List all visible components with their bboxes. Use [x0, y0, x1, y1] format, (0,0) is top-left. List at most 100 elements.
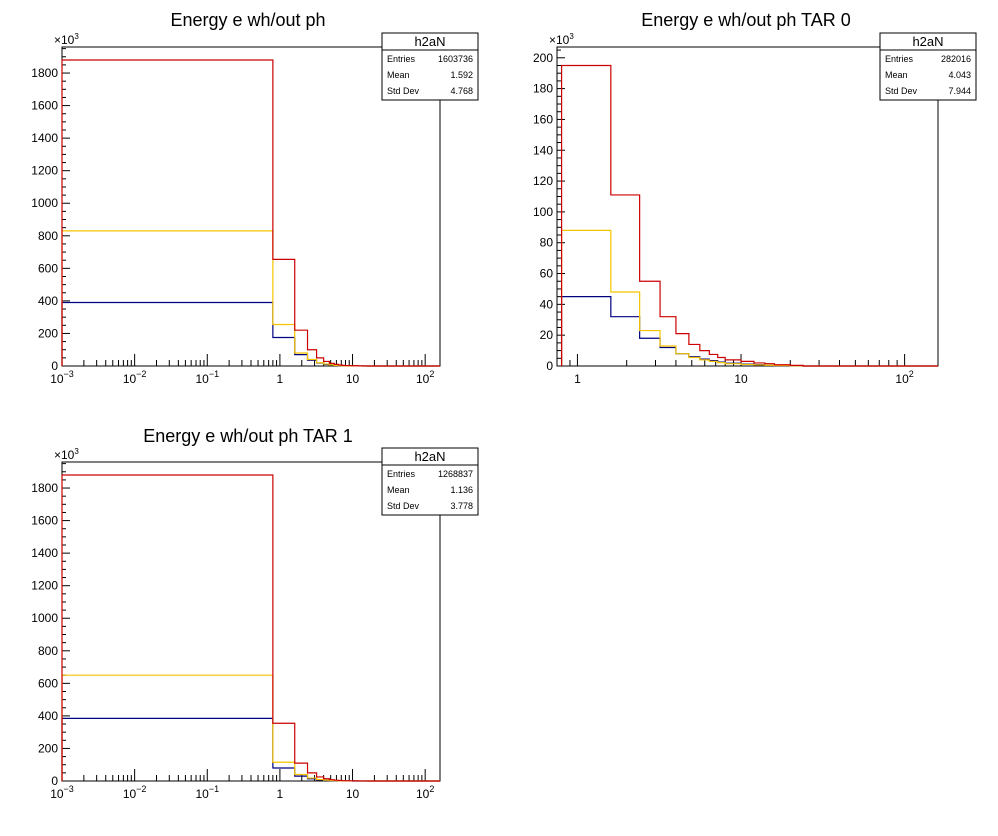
histogram-series-line: [61, 59, 440, 367]
stats-row-value: 7.944: [948, 86, 971, 96]
y-tick-label: 20: [540, 328, 554, 342]
x-tick-exponent: −3: [64, 784, 74, 794]
y-tick-label: 120: [533, 174, 553, 188]
y-tick-label: 80: [540, 236, 554, 250]
plot-frame: [556, 46, 939, 367]
y-tick-label: 0: [546, 359, 553, 373]
x-tick-label: 102: [416, 369, 434, 386]
histogram-series-line: [560, 296, 938, 367]
y-tick-label: 1800: [31, 481, 58, 495]
chart-title: Energy e wh/out ph TAR 1: [143, 426, 352, 446]
y-tick-label: 1800: [31, 66, 58, 80]
stats-row-label: Mean: [885, 70, 908, 80]
stats-row-label: Entries: [885, 54, 914, 64]
y-exponent-label: ×103: [54, 447, 79, 462]
stats-row-label: Mean: [387, 485, 410, 495]
y-exponent-power: 3: [74, 32, 79, 41]
stats-row-value: 4.043: [948, 70, 971, 80]
y-tick-label: 160: [533, 112, 553, 126]
y-exponent-label: ×103: [549, 32, 574, 47]
x-tick-label: 10−1: [195, 784, 219, 801]
stats-row-value: 1268837: [438, 469, 473, 479]
stats-row-value: 3.778: [450, 501, 473, 511]
y-tick-label: 400: [38, 709, 58, 723]
y-tick-label: 1000: [31, 196, 58, 210]
y-tick-label: 200: [38, 741, 58, 755]
x-tick-exponent: −2: [136, 369, 146, 379]
x-tick-label: 10: [734, 372, 748, 386]
y-tick-label: 1000: [31, 611, 58, 625]
stats-row-value: 282016: [941, 54, 971, 64]
x-tick-label: 102: [416, 784, 434, 801]
chart-panel-2: Energy e wh/out ph TAR 0 ×103 0 20 40 60 80 100…: [533, 10, 977, 386]
x-tick-label: 10−2: [123, 784, 147, 801]
x-tick-label: 1: [277, 787, 284, 801]
histogram-series-line: [61, 474, 440, 782]
stats-box: h2aN Entries 282016 Mean 4.043 Std Dev 7.944: [879, 32, 977, 101]
chart-title: Energy e wh/out ph: [170, 10, 325, 30]
histogram-series-line: [560, 64, 938, 367]
x-tick-label: 102: [895, 369, 913, 386]
y-tick-label: 200: [38, 326, 58, 340]
x-tick-label: 10: [346, 787, 360, 801]
chart-title: Energy e wh/out ph TAR 0: [641, 10, 850, 30]
y-tick-label: 140: [533, 143, 553, 157]
x-tick-label: 10−3: [50, 784, 74, 801]
stats-row-value: 1603736: [438, 54, 473, 64]
x-tick-exponent: −2: [136, 784, 146, 794]
y-tick-label: 800: [38, 644, 58, 658]
x-tick-exponent: −1: [209, 369, 219, 379]
y-tick-label: 1200: [31, 164, 58, 178]
stats-row-label: Entries: [387, 54, 416, 64]
stats-box-frame: [879, 32, 977, 101]
y-tick-label: 600: [38, 676, 58, 690]
y-tick-label: 1400: [31, 546, 58, 560]
stats-box-name: h2aN: [414, 449, 445, 464]
y-exponent-power: 3: [569, 32, 574, 41]
x-tick-exponent: 2: [429, 784, 434, 794]
y-tick-label: 0: [51, 774, 58, 788]
stats-box-frame: [381, 32, 479, 101]
y-tick-label: 1600: [31, 99, 58, 113]
stats-box: h2aN Entries 1603736 Mean 1.592 Std Dev 4.768: [381, 32, 479, 101]
y-tick-label: 1400: [31, 131, 58, 145]
y-tick-label: 200: [533, 51, 553, 65]
y-tick-label: 1200: [31, 579, 58, 593]
stats-row-label: Std Dev: [387, 501, 420, 511]
stats-row-label: Mean: [387, 70, 410, 80]
x-tick-label: 10−1: [195, 369, 219, 386]
x-tick-label: 1: [574, 372, 581, 386]
y-tick-label: 400: [38, 294, 58, 308]
y-tick-label: 800: [38, 229, 58, 243]
stats-row-value: 4.768: [450, 86, 473, 96]
x-tick-label: 10−3: [50, 369, 74, 386]
x-tick-exponent: −3: [64, 369, 74, 379]
chart-panel-3: Energy e wh/out ph TAR 1 ×103 0 200 400 600 80…: [31, 426, 479, 801]
y-tick-label: 600: [38, 261, 58, 275]
y-tick-label: 60: [540, 267, 554, 281]
y-exponent-label: ×103: [54, 32, 79, 47]
histogram-series-line: [61, 717, 440, 782]
stats-box-name: h2aN: [912, 34, 943, 49]
stats-row-value: 1.592: [450, 70, 473, 80]
stats-row-value: 1.136: [450, 485, 473, 495]
stats-row-label: Entries: [387, 469, 416, 479]
x-tick-label: 10−2: [123, 369, 147, 386]
y-exponent-power: 3: [74, 447, 79, 456]
x-tick-exponent: −1: [209, 784, 219, 794]
stats-row-label: Std Dev: [885, 86, 918, 96]
y-tick-label: 40: [540, 297, 554, 311]
chart-panel-1: Energy e wh/out ph ×103 0 200 400 600 800 1000 1…: [31, 10, 479, 386]
stats-box: h2aN Entries 1268837 Mean 1.136 Std Dev 3.778: [381, 447, 479, 516]
x-tick-label: 1: [277, 372, 284, 386]
stats-row-label: Std Dev: [387, 86, 420, 96]
histogram-series-line: [61, 301, 440, 367]
stats-box-frame: [381, 447, 479, 516]
stats-box-name: h2aN: [414, 34, 445, 49]
y-tick-label: 0: [51, 359, 58, 373]
histogram-series-line: [560, 229, 938, 367]
y-tick-label: 1600: [31, 514, 58, 528]
x-tick-label: 10: [346, 372, 360, 386]
